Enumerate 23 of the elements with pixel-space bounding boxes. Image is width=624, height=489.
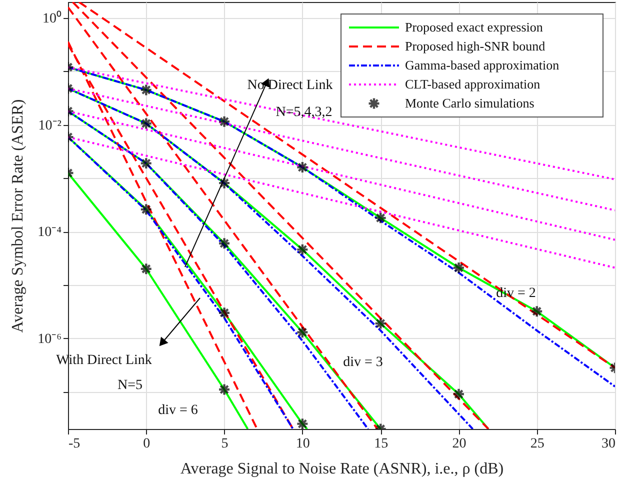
legend-label: Monte Carlo simulations bbox=[405, 96, 534, 110]
x-tick-label: 20 bbox=[452, 436, 466, 452]
y-tick-label: 10⁻⁴ bbox=[38, 225, 62, 240]
legend-label: Proposed exact expression bbox=[405, 20, 544, 34]
legend-label: Gamma-based approximation bbox=[405, 58, 560, 72]
y-axis-title: Average Symbol Error Rate (ASER) bbox=[10, 99, 27, 333]
legend-label: CLT-based approximation bbox=[405, 76, 541, 92]
x-tick-label: 0 bbox=[143, 436, 150, 452]
annotation: N=5 bbox=[117, 378, 143, 393]
legend-label: Proposed high-SNR bound bbox=[405, 38, 546, 54]
x-tick-label: 5 bbox=[221, 436, 228, 452]
x-tick-label: 10 bbox=[296, 436, 310, 452]
x-tick-label: 15 bbox=[374, 436, 388, 452]
x-tick-label: 25 bbox=[530, 436, 544, 452]
x-tick-label: -5 bbox=[68, 436, 80, 452]
annotation: div = 6 bbox=[158, 403, 198, 418]
x-axis-title: Average Signal to Noise Rate (ASNR), i.e., ρ (dB) bbox=[180, 460, 504, 478]
annotation: div = 3 bbox=[343, 355, 383, 370]
y-tick-label: 10⁻⁶ bbox=[38, 332, 62, 347]
y-tick-label: 10⁻² bbox=[38, 118, 62, 134]
y-tick-label: 10⁰ bbox=[42, 10, 62, 27]
annotation: No Direct Link bbox=[247, 78, 333, 93]
x-tick-label: 30 bbox=[602, 436, 616, 452]
